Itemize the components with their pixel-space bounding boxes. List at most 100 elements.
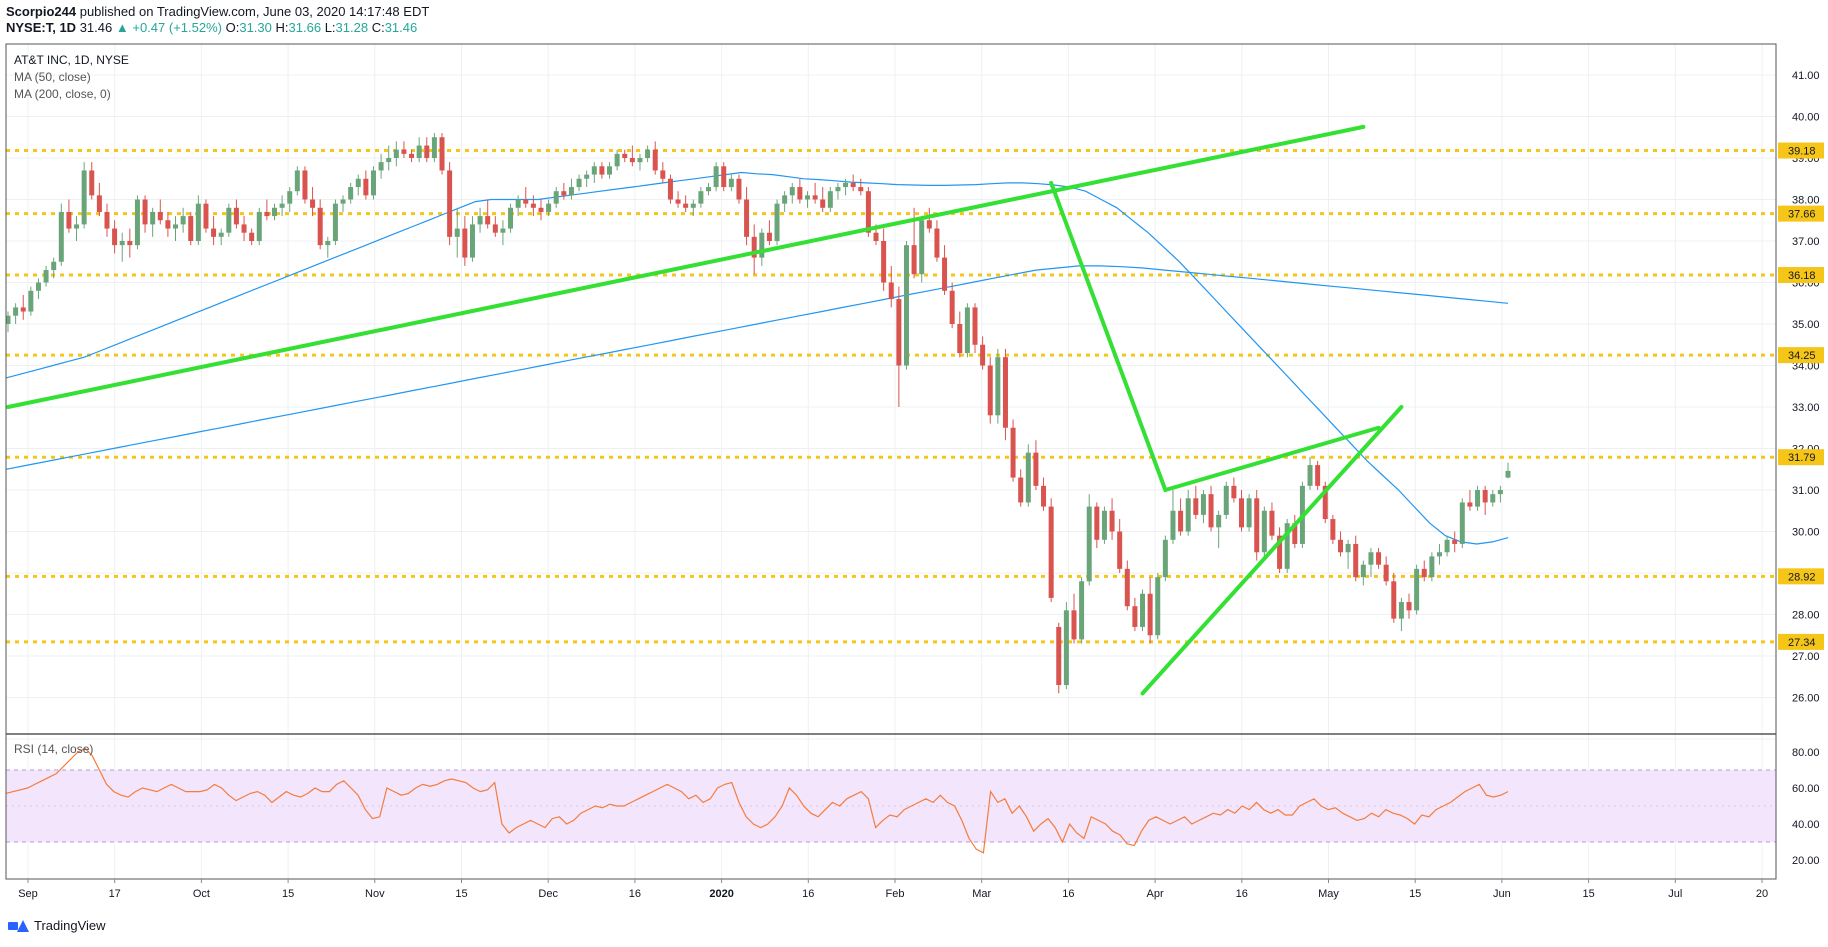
candle-body [759,232,765,258]
candle-body [1467,502,1473,507]
publisher-name[interactable]: Scorpio244 [6,4,77,19]
candle-body [1155,577,1161,636]
candle-body [104,211,110,229]
candle-body [35,282,41,291]
price-tick-label: 31.00 [1792,485,1820,497]
candle-body [629,158,635,163]
candle-body [1147,593,1153,636]
candle-body [949,290,955,324]
price-tick-label: 41.00 [1792,70,1820,82]
candle-body [1459,502,1465,544]
candle-body [1124,568,1130,607]
price-axis[interactable]: 41.0040.0039.0038.0037.0036.0035.0034.00… [1778,70,1824,705]
candle-body [332,203,338,241]
level-badge [1778,633,1824,650]
candle-body [134,199,140,246]
rsi-band [6,769,1776,843]
price-tick-label: 27.00 [1792,651,1820,663]
trendline [1163,425,1381,492]
trendline [1049,180,1168,492]
candle-body [386,158,392,163]
legend-ma200: MA (200, close, 0) [14,87,111,101]
candle-body [523,199,529,204]
last-price: 31.46 [79,20,113,35]
candle-body [66,211,72,229]
high-value: 31.66 [288,20,322,35]
candle-body [233,207,239,225]
candle-body [1101,510,1107,540]
candle-body [942,257,948,291]
candle-body [1200,494,1206,515]
candle-body [637,158,643,163]
candle-body [28,290,34,312]
candle-body [1345,543,1351,553]
quote-line: NYSE:T, 1D 31.46 ▲ +0.47 (+1.52%) O:31.3… [6,20,429,36]
candle-body [736,178,742,200]
candle-body [1193,498,1199,515]
candle-body [827,191,833,208]
candle-body [1368,552,1374,565]
candle-body [1322,485,1328,520]
candle-body [1307,465,1313,486]
tradingview-logo-icon[interactable] [8,919,29,932]
candle-body [51,261,57,271]
candle-body [881,241,887,283]
rsi-tick-label: 60.00 [1792,783,1820,795]
level-badge-label: 36.18 [1788,270,1816,282]
candle-body [683,203,689,208]
time-axis[interactable]: Sep 17 Oct 15 Nov 15 Dec 16 2020 16 Feb Mar 16 Apr 16 M… [18,879,1768,900]
candle-body [477,216,483,225]
candle-body [294,170,300,192]
candle-body [447,170,453,237]
candle-body [81,170,87,225]
candle-body [370,170,376,196]
candle-body [843,182,849,188]
candle-body [401,149,407,154]
time-tick-label: Apr [1147,888,1164,900]
level-badge [1778,347,1824,364]
candle-body [812,195,818,200]
trendlines[interactable] [6,124,1404,696]
brand-name[interactable]: TradingView [34,918,106,933]
candle-body [454,228,460,237]
price-tick-label: 26.00 [1792,693,1820,705]
candle-body [195,203,201,241]
candle-body [317,207,323,246]
trendline [6,124,1366,409]
candle-body [1414,568,1420,611]
rsi-axis[interactable]: 80.00 60.00 40.00 20.00 [1792,747,1820,867]
candle-body [89,170,95,196]
candle-body [1337,539,1343,553]
candle-body [835,187,841,192]
candle-body [271,207,277,217]
footer: TradingView [8,918,106,933]
candle-body [150,211,156,225]
candle-body [13,307,19,316]
candle-body [58,211,64,262]
candle-body [249,232,255,241]
candle-body [1429,556,1435,578]
candle-body [538,207,544,212]
time-tick-label: Mar [972,888,991,900]
candle-body [690,203,696,208]
time-tick-label: 16 [629,888,641,900]
candle-body [1376,552,1382,565]
rsi-tick-label: 40.00 [1792,819,1820,831]
level-badge [1778,568,1824,585]
price-change: ▲ +0.47 (+1.52%) [115,20,222,35]
candle-body [561,191,567,196]
candle-body [287,191,293,204]
candle-body [744,199,750,237]
candle-body [1208,494,1214,528]
close-label: C: [371,20,385,35]
candle-body [622,153,628,158]
candle-body [302,170,308,200]
time-tick-label: Oct [193,888,210,900]
candle-body [721,166,727,188]
candle-body [1360,564,1366,578]
candle-body [264,211,270,217]
symbol[interactable]: NYSE:T, 1D [6,20,77,35]
candle-body [675,199,681,204]
candle-body [409,153,415,158]
